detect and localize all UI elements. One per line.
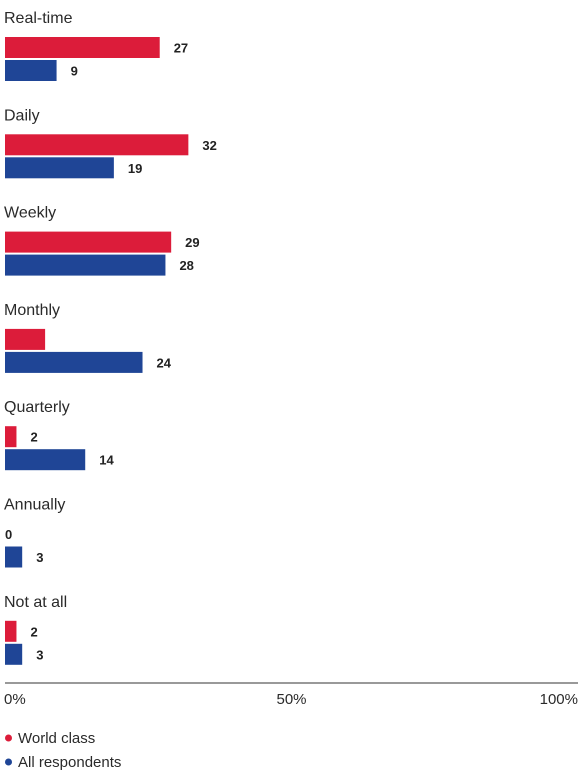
value-label-world-class-daily: 32	[202, 138, 216, 153]
category-label-quarterly: Quarterly	[4, 399, 70, 416]
category-label-monthly: Monthly	[4, 302, 60, 319]
category-label-not-at-all: Not at all	[4, 594, 67, 611]
legend-marker-world-class	[5, 734, 12, 742]
legend-marker-all-respondents	[5, 758, 12, 766]
value-label-world-class-not-at-all: 2	[30, 624, 37, 639]
value-label-all-respondents-monthly: 24	[157, 355, 172, 370]
legend-label-all-respondents: All respondents	[18, 754, 121, 771]
bar-world-class-monthly	[5, 328, 46, 350]
bar-all-respondents-monthly	[5, 351, 143, 373]
category-label-annually: Annually	[4, 497, 65, 514]
category-label-real-time: Real-time	[4, 10, 73, 27]
value-label-world-class-quarterly: 2	[30, 430, 37, 445]
value-label-all-respondents-weekly: 28	[179, 258, 193, 273]
x-tick-label-0: 0%	[4, 691, 26, 708]
bar-world-class-daily	[5, 134, 189, 156]
value-label-all-respondents-real-time: 9	[71, 64, 78, 79]
value-label-all-respondents-annually: 3	[36, 550, 43, 565]
x-tick-label-50: 50%	[276, 691, 306, 708]
category-label-weekly: Weekly	[4, 205, 56, 222]
value-label-all-respondents-daily: 19	[128, 161, 142, 176]
bar-all-respondents-weekly	[5, 254, 166, 276]
category-label-daily: Daily	[4, 107, 40, 124]
bar-all-respondents-quarterly	[5, 449, 86, 471]
value-label-world-class-real-time: 27	[174, 41, 188, 56]
bar-world-class-weekly	[5, 231, 172, 253]
legend-label-world-class: World class	[18, 730, 95, 747]
x-tick-label-100: 100%	[540, 691, 578, 708]
bar-world-class-real-time	[5, 37, 160, 58]
bar-all-respondents-daily	[5, 157, 114, 179]
value-label-world-class-annually: 0	[5, 527, 12, 542]
value-label-world-class-weekly: 29	[185, 235, 199, 250]
bar-world-class-not-at-all	[5, 620, 17, 642]
bar-all-respondents-not-at-all	[5, 643, 23, 665]
bar-all-respondents-annually	[5, 546, 23, 568]
bar-all-respondents-real-time	[5, 60, 57, 81]
value-label-all-respondents-quarterly: 14	[99, 453, 114, 468]
value-label-all-respondents-not-at-all: 3	[36, 647, 43, 662]
bar-world-class-quarterly	[5, 426, 17, 448]
